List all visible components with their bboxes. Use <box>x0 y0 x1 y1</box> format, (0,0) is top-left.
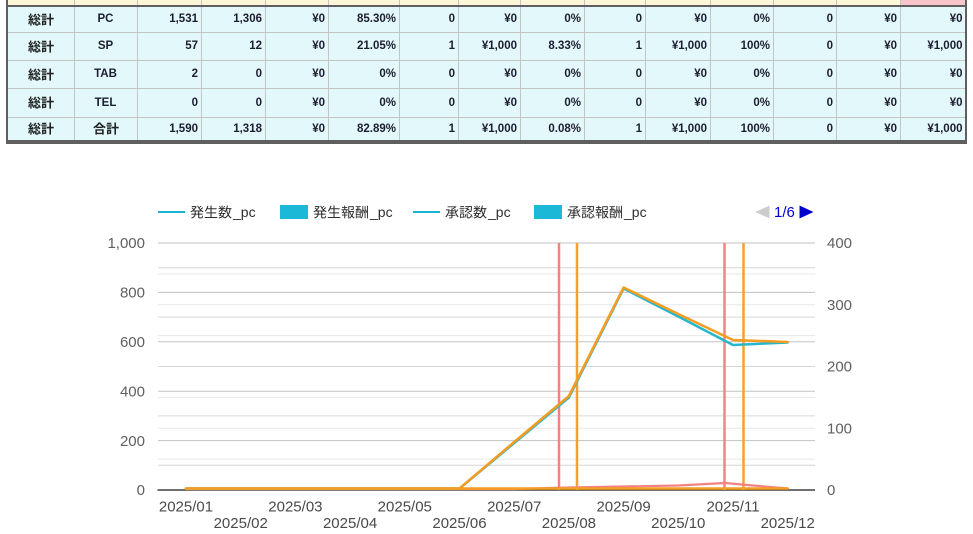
svg-text:2025/12: 2025/12 <box>761 515 815 532</box>
svg-text:300: 300 <box>827 297 852 314</box>
svg-text:100: 100 <box>827 420 852 437</box>
svg-text:2025/07: 2025/07 <box>487 499 541 516</box>
svg-text:1,000: 1,000 <box>107 235 145 252</box>
svg-text:800: 800 <box>120 285 145 302</box>
svg-text:2025/02: 2025/02 <box>214 515 268 532</box>
svg-text:2025/01: 2025/01 <box>159 499 213 516</box>
svg-text:2025/10: 2025/10 <box>651 515 705 532</box>
svg-text:2025/03: 2025/03 <box>268 499 322 516</box>
svg-text:200: 200 <box>120 433 145 450</box>
svg-text:2025/06: 2025/06 <box>432 515 486 532</box>
svg-text:400: 400 <box>827 235 852 252</box>
svg-text:2025/11: 2025/11 <box>706 499 759 516</box>
svg-text:2025/09: 2025/09 <box>596 499 650 516</box>
svg-text:600: 600 <box>120 334 145 351</box>
svg-text:2025/05: 2025/05 <box>378 499 432 516</box>
svg-text:2025/08: 2025/08 <box>542 515 596 532</box>
svg-text:0: 0 <box>827 482 835 499</box>
svg-text:0: 0 <box>137 482 145 499</box>
svg-text:400: 400 <box>120 383 145 400</box>
svg-text:200: 200 <box>827 359 852 376</box>
svg-text:2025/04: 2025/04 <box>323 515 377 532</box>
